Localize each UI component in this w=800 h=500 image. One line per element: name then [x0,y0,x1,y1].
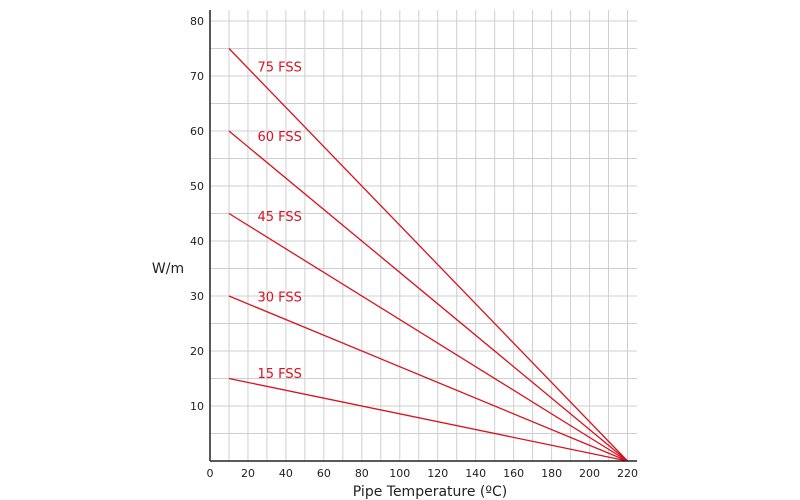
y-tick-label: 80 [190,15,204,28]
y-tick-label: 40 [190,235,204,248]
x-tick-label: 60 [317,467,331,480]
y-tick-label: 10 [190,400,204,413]
grid [210,10,637,461]
series-label: 60 FSS [257,130,301,145]
y-axis-title: W/m [152,261,184,277]
x-tick-label: 40 [279,467,293,480]
x-tick-label: 180 [541,467,562,480]
series-line [228,212,628,462]
series-label: 15 FSS [257,367,301,382]
x-tick-label: 200 [579,467,600,480]
x-tick-label: 100 [389,467,410,480]
series-label: 45 FSS [257,210,301,225]
series-line [228,377,628,462]
y-tick-label: 30 [190,290,204,303]
x-axis-title: Pipe Temperature (ºC) [353,484,507,500]
x-tick-label: 0 [207,467,214,480]
x-tick-label: 160 [503,467,524,480]
series-label: 75 FSS [257,61,301,76]
series-line [228,130,628,462]
y-tick-label: 70 [190,70,204,83]
series-lines [228,48,628,462]
x-tick-label: 140 [465,467,486,480]
y-tick-label: 20 [190,345,204,358]
x-tick-label: 120 [427,467,448,480]
series-line [228,48,628,462]
y-tick-label: 60 [190,125,204,138]
series-label: 30 FSS [257,291,301,306]
y-tick-label: 50 [190,180,204,193]
x-tick-label: 80 [355,467,369,480]
x-tick-label: 220 [617,467,638,480]
series-labels: 75 FSS 60 FSS 45 FSS 30 FSS 15 FSS [257,61,301,382]
series-line [228,295,628,462]
x-tick-label: 20 [241,467,255,480]
axes [209,10,637,462]
tick-labels: 0 20 40 60 80 100 120 140 160 180 200 220 10 20 30 40 50… [190,15,638,480]
